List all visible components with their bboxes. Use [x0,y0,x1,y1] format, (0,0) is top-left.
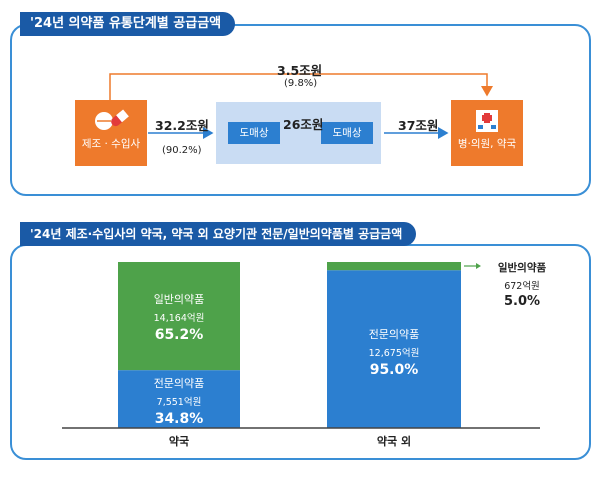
direct-route-arrow [109,73,493,100]
source-box: 제조 · 수입사 [75,100,147,166]
chart-panel-title: '24년 제조·수입사의 약국, 약국 외 요양기관 전문/일반의약품별 공급금… [20,222,417,246]
dest-label: 병·의원, 약국 [457,138,517,150]
bar-1-segment-prescription [118,370,240,428]
direct-amount-label: 3.5조원 [277,63,323,78]
bar1-general-label: 일반의약품 14,164억원 65.2% [118,291,240,343]
chart-panel [10,244,591,460]
wholesale-box-2: 도매상 [321,122,373,144]
bar2-prescription-label: 전문의약품 12,675억원 95.0% [327,326,461,378]
between-wholesale-amount-label: 26조원 [283,117,324,132]
dest-box: 병·의원, 약국 [451,100,523,166]
bar1-prescription-amount: 7,551억원 [156,397,202,408]
category-label-pharmacy: 약국 [168,435,190,448]
hospital-building-icon [476,110,498,132]
bar-1-segment-general [118,262,240,371]
to-wholesale-pct-label: (90.2%) [162,145,202,156]
bar2-general-pct: 5.0% [503,294,541,309]
bar2-prescription-name: 전문의약품 [368,328,420,341]
callout-arrowhead [476,263,481,269]
category-label-non-pharmacy: 약국 외 [376,435,412,448]
bar1-general-pct: 65.2% [154,327,204,343]
bar1-prescription-label: 전문의약품 7,551억원 34.8% [118,375,240,427]
wholesale-box-1: 도매상 [228,122,280,144]
bar2-prescription-pct: 95.0% [369,362,419,378]
bar2-prescription-amount: 12,675억원 [368,348,420,359]
source-label: 제조 · 수입사 [81,138,141,150]
flow-panel-title: '24년 의약품 유통단계별 공급금액 [20,12,236,36]
to-wholesale-amount-label: 32.2조원 [155,118,209,133]
pill-capsule-icon [95,109,129,130]
bar2-general-callout: 일반의약품 672억원 5.0% [480,260,564,309]
direct-pct-label: (9.8%) [284,78,318,89]
to-dest-amount-label: 37조원 [398,118,439,133]
bar2-general-amount: 672억원 [504,281,540,292]
bar1-general-name: 일반의약품 [153,293,205,306]
bar-2-segment-general [327,262,461,271]
bar1-prescription-pct: 34.8% [154,411,204,427]
bar1-general-amount: 14,164억원 [153,313,205,324]
bar-2-segment-prescription [327,270,461,428]
bar2-general-name: 일반의약품 [497,262,547,274]
bar1-prescription-name: 전문의약품 [153,377,205,390]
